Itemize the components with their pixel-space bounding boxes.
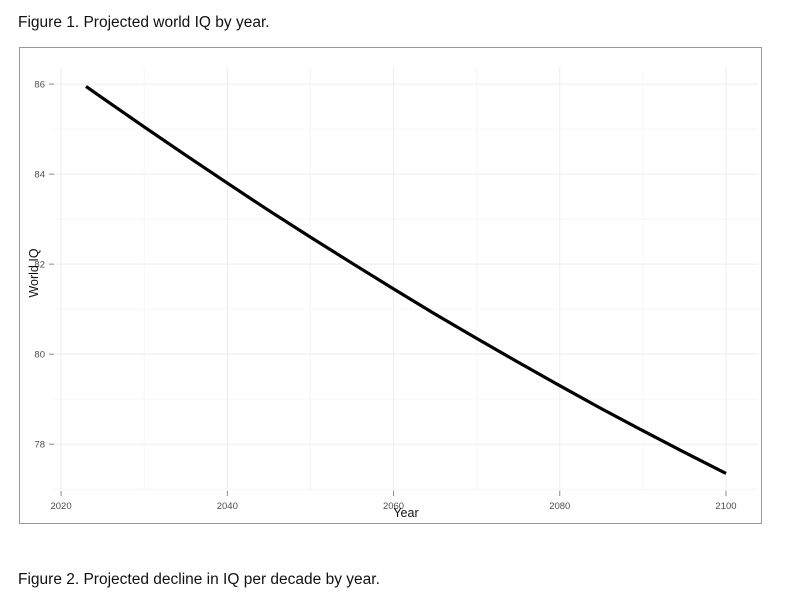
x-axis-title: Year [393,506,419,520]
y-tick-label: 78 [34,440,45,451]
x-tick-label: 2060 [383,501,404,512]
y-tick-label: 86 [34,80,45,91]
x-tick-label: 2020 [50,501,71,512]
y-tick-label: 82 [34,260,45,271]
x-tick-label: 2080 [549,501,570,512]
y-tick-label: 80 [34,350,45,361]
figure1-chart-frame: 2020 2040 2060 2080 2100 78 80 82 84 86 World IQ … [19,47,762,524]
y-axis-title: World IQ [27,248,41,298]
y-tick-label: 84 [34,170,45,181]
figure2-caption: Figure 2. Projected decline in IQ per de… [18,571,380,588]
x-tick-label: 2040 [217,501,238,512]
x-tick-label: 2100 [715,501,736,512]
iq-projection-line [85,85,727,475]
iq-line-chart: 2020 2040 2060 2080 2100 78 80 82 84 86 [34,67,758,512]
figure1-caption: Figure 1. Projected world IQ by year. [18,14,270,31]
